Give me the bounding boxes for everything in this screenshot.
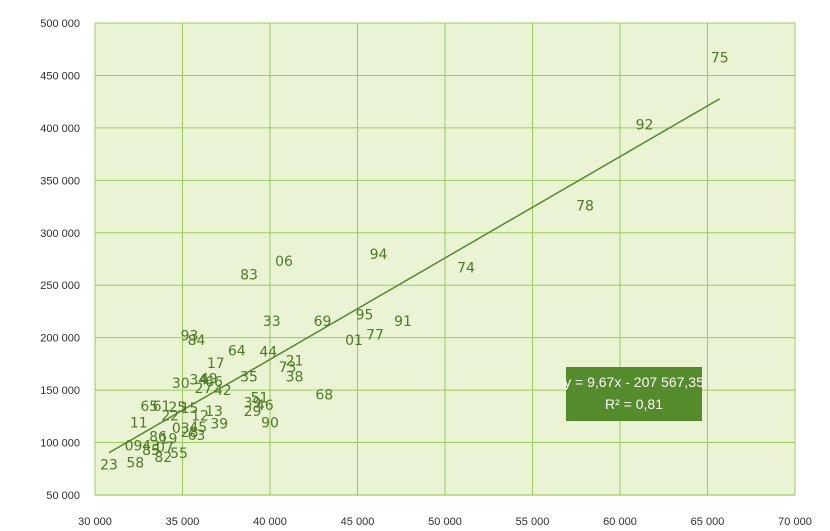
data-point-label: 75 xyxy=(711,51,729,67)
y-tick-label: 400 000 xyxy=(40,123,80,135)
data-point-label: 23 xyxy=(100,458,118,474)
equation-annotation: y = 9,67x - 207 567,35 R² = 0,81 xyxy=(564,367,704,421)
data-point-label: 51 xyxy=(251,390,269,406)
data-point-label: 01 xyxy=(345,333,363,349)
data-point-label: 25 xyxy=(168,400,186,416)
data-point-label: 85 xyxy=(142,443,160,459)
data-point-label: 58 xyxy=(126,455,144,471)
data-point-label: 33 xyxy=(263,314,281,330)
data-point-label: 65 xyxy=(140,399,158,415)
data-point-label: 39 xyxy=(210,417,228,433)
data-point-label: 66 xyxy=(205,375,223,391)
x-tick-label: 30 000 xyxy=(78,516,112,528)
data-point-label: 46 xyxy=(256,398,274,414)
data-point-label: 03 xyxy=(172,421,190,437)
data-point-label: 82 xyxy=(154,450,172,466)
r-squared-text: R² = 0,81 xyxy=(605,396,663,412)
data-point-label: 69 xyxy=(314,314,332,330)
data-point-label: 84 xyxy=(188,333,206,349)
data-point-label: 91 xyxy=(394,314,412,330)
data-point-label: 28 xyxy=(181,425,199,441)
x-tick-label: 45 000 xyxy=(341,516,375,528)
data-point-label: 93 xyxy=(181,329,199,345)
y-tick-label: 450 000 xyxy=(40,70,80,82)
gridlines xyxy=(94,22,796,496)
x-tick-label: 40 000 xyxy=(253,516,287,528)
data-point-label: 35 xyxy=(240,369,258,385)
data-point-label: 17 xyxy=(207,356,225,372)
x-tick-label: 60 000 xyxy=(603,516,637,528)
x-tick-label: 35 000 xyxy=(166,516,200,528)
data-point-label: 27 xyxy=(195,381,213,397)
data-point-label: 64 xyxy=(228,343,246,359)
data-point-label: 90 xyxy=(261,416,279,432)
trendline xyxy=(108,98,721,454)
y-tick-label: 200 000 xyxy=(40,333,80,345)
y-tick-label: 150 000 xyxy=(40,385,80,397)
equation-box xyxy=(566,367,702,421)
data-point-label: 15 xyxy=(181,401,199,417)
x-tick-label: 50 000 xyxy=(428,516,462,528)
data-point-label: 94 xyxy=(370,247,388,263)
data-point-label: 45 xyxy=(189,420,207,436)
y-axis-tick-labels: 50 000 100 000 150 000 200 000 250 000 300 00… xyxy=(40,18,80,502)
y-tick-label: 350 000 xyxy=(40,175,80,187)
data-point-label: 73 xyxy=(279,360,297,376)
data-point-label: 49 xyxy=(200,372,218,388)
y-tick-label: 250 000 xyxy=(40,280,80,292)
data-point-label: 95 xyxy=(356,308,374,324)
x-tick-label: 65 000 xyxy=(691,516,725,528)
data-point-label: 86 xyxy=(149,429,167,445)
data-point-label: 43 xyxy=(142,439,160,455)
x-tick-label: 55 000 xyxy=(516,516,550,528)
data-point-label: 38 xyxy=(286,369,304,385)
data-point-label: 42 xyxy=(214,383,232,399)
data-point-label: 44 xyxy=(259,344,277,360)
data-point-label: 07 xyxy=(156,440,174,456)
data-point-label: 09 xyxy=(125,439,143,455)
y-tick-label: 100 000 xyxy=(40,438,80,450)
y-tick-label: 50 000 xyxy=(46,490,80,502)
data-point-label: 68 xyxy=(315,387,333,403)
data-point-label: 19 xyxy=(160,431,178,447)
x-tick-label: 70 000 xyxy=(778,516,812,528)
data-point-label: 55 xyxy=(170,446,188,462)
data-point-label: 83 xyxy=(240,268,258,284)
data-point-label: 77 xyxy=(366,328,384,344)
data-point-label: 63 xyxy=(188,428,206,444)
data-point-label: 06 xyxy=(275,254,293,270)
y-tick-label: 300 000 xyxy=(40,228,80,240)
data-point-label: 30 xyxy=(172,376,190,392)
data-point-label: 74 xyxy=(457,260,475,276)
data-point-label: 92 xyxy=(636,118,654,134)
data-point-label: 78 xyxy=(576,199,594,215)
data-point-label: 61 xyxy=(153,399,171,415)
x-axis-tick-labels: 30 000 35 000 40 000 45 000 50 000 55 000 60 0… xyxy=(78,516,812,528)
data-point-label: 22 xyxy=(161,408,179,424)
data-point-label: 21 xyxy=(286,354,304,370)
data-point-label: 11 xyxy=(130,416,148,432)
data-point-label: 39 xyxy=(244,396,262,412)
data-point-label: 13 xyxy=(205,404,223,420)
data-point-label: 34 xyxy=(189,373,207,389)
y-tick-label: 500 000 xyxy=(40,18,80,30)
data-point-label: 12 xyxy=(191,408,209,424)
equation-text: y = 9,67x - 207 567,35 xyxy=(564,374,704,390)
data-point-label: 29 xyxy=(244,404,262,420)
